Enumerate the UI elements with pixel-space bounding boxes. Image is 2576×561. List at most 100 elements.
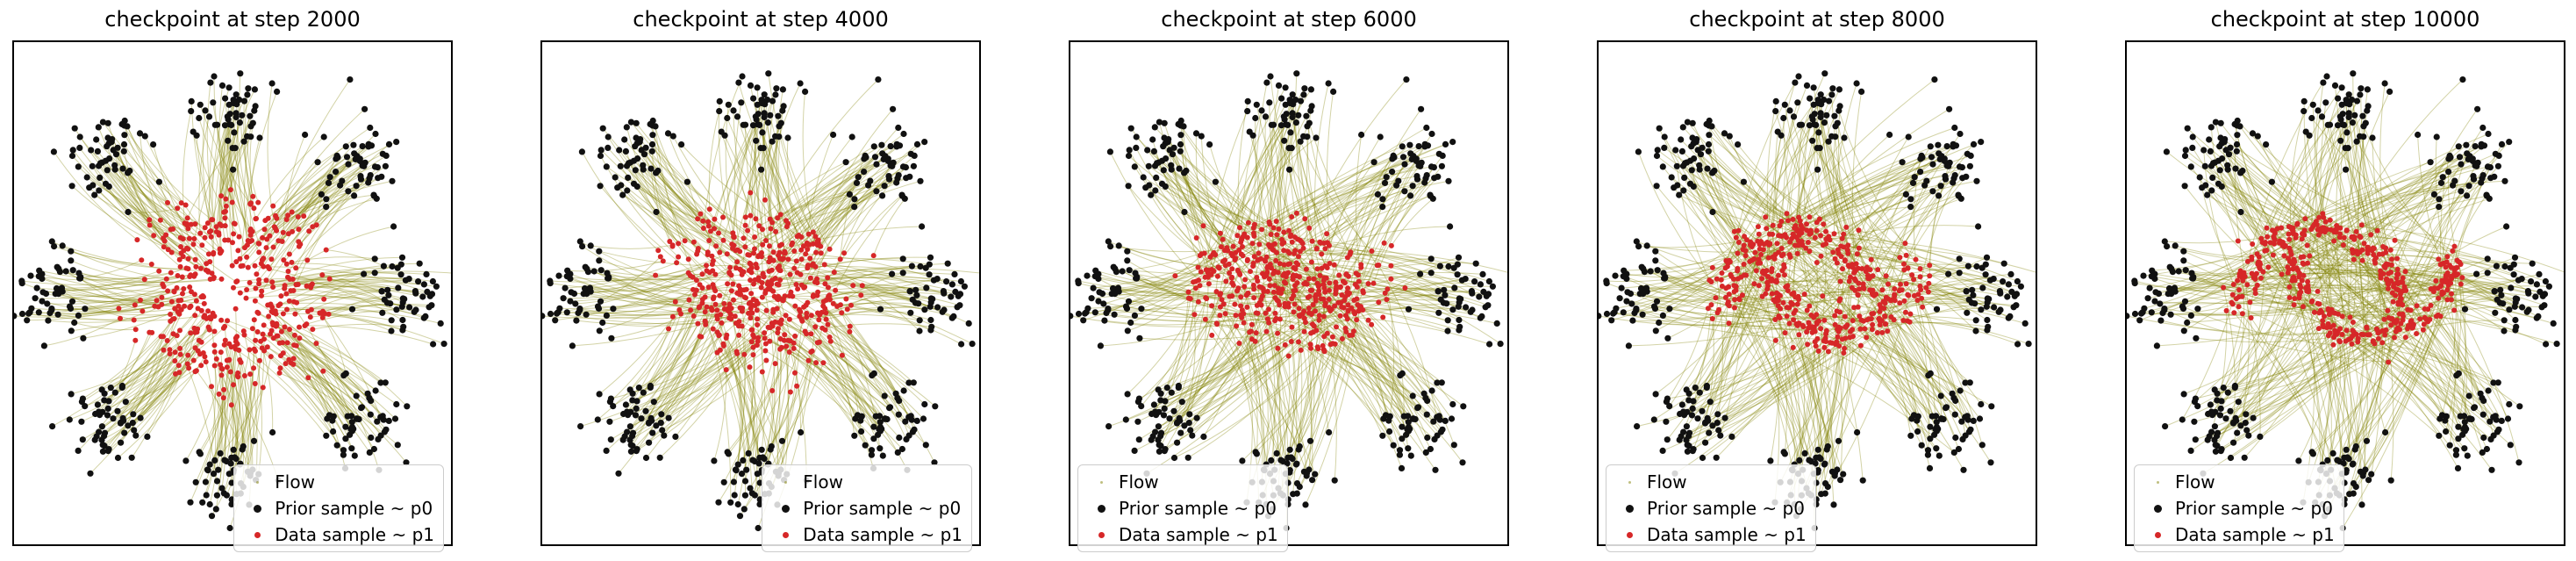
- flow-trajectory: [612, 275, 691, 310]
- data-sample-point: [168, 227, 174, 233]
- flow-trajectory: [240, 91, 278, 267]
- data-sample-point: [713, 243, 719, 249]
- data-sample-point: [164, 338, 170, 343]
- prior-sample-point: [1306, 437, 1314, 444]
- data-sample-point: [1242, 277, 1249, 283]
- prior-sample-point: [870, 435, 877, 442]
- flow-trajectory: [1833, 251, 2000, 294]
- prior-sample-point: [1115, 242, 1122, 249]
- flow-trajectory: [238, 141, 397, 251]
- flow-trajectory: [1284, 306, 1460, 331]
- prior-sample-point: [656, 454, 663, 461]
- flow-trajectory: [1921, 279, 1991, 308]
- prior-sample-point: [1721, 414, 1728, 421]
- prior-sample-point: [1184, 454, 1191, 461]
- prior-sample-point: [210, 99, 217, 106]
- prior-sample-point: [18, 310, 26, 318]
- data-sample-point: [305, 375, 311, 381]
- data-sample-point: [157, 217, 163, 223]
- flow-trajectory: [754, 94, 765, 219]
- flow-trajectory: [726, 118, 805, 247]
- data-sample-point: [1342, 298, 1348, 304]
- data-sample-point: [265, 263, 271, 270]
- prior-sample-point: [1814, 99, 1821, 107]
- flow-trajectory: [686, 182, 741, 290]
- data-sample-point: [1238, 303, 1244, 309]
- flow-trajectory: [1233, 104, 1286, 247]
- prior-sample-point: [1377, 133, 1384, 140]
- data-sample-point: [225, 318, 231, 324]
- data-sample-point: [1388, 276, 1394, 282]
- flow-trajectory: [1273, 156, 1395, 228]
- flow-trajectory: [1363, 307, 1439, 313]
- data-sample-point: [762, 341, 769, 347]
- data-sample-point: [721, 306, 727, 312]
- flow-trajectory: [1614, 312, 1800, 327]
- prior-sample-point: [542, 313, 546, 320]
- prior-sample-point: [247, 112, 254, 119]
- flow-trajectory: [286, 293, 425, 319]
- flow-trajectory: [1675, 149, 1735, 233]
- prior-sample-point: [1485, 277, 1492, 285]
- prior-sample-point: [354, 415, 361, 422]
- prior-sample-point: [1135, 436, 1142, 443]
- data-sample-point: [1241, 320, 1247, 326]
- prior-sample-point: [58, 284, 66, 291]
- data-sample-point: [1338, 284, 1343, 290]
- flow-trajectory: [158, 182, 207, 271]
- prior-sample-point: [78, 418, 85, 425]
- prior-sample-point: [1413, 173, 1420, 180]
- flow-trajectory: [233, 283, 423, 298]
- flow-trajectory: [767, 122, 792, 246]
- flow-trajectory: [1182, 306, 1342, 403]
- prior-sample-point: [1936, 452, 1943, 459]
- flow-trajectory: [652, 144, 752, 269]
- flow-trajectory: [782, 176, 911, 260]
- flow-trajectory: [1323, 175, 1428, 317]
- data-sample-point: [1227, 293, 1233, 299]
- flow-trajectory: [311, 285, 383, 292]
- prior-sample-point: [110, 415, 117, 422]
- prior-sample-point: [351, 452, 358, 459]
- prior-sample-point: [1415, 143, 1422, 150]
- prior-sample-point: [907, 150, 914, 157]
- flow-trajectory: [297, 165, 365, 218]
- prior-sample-point: [1634, 423, 1641, 430]
- flow-trajectory: [1349, 334, 1408, 417]
- data-sample-point: [712, 226, 718, 232]
- data-sample-point: [752, 234, 758, 240]
- prior-sample-point: [1688, 143, 1695, 150]
- flow-trajectory: [762, 274, 947, 284]
- data-sample-point: [1204, 296, 1210, 302]
- data-sample-point: [691, 313, 697, 319]
- prior-sample-point: [647, 382, 654, 390]
- data-sample-point: [1857, 326, 1864, 332]
- flow-trajectory: [1734, 307, 1812, 462]
- flow-trajectory: [768, 327, 858, 416]
- data-sample-point: [1839, 235, 1845, 241]
- prior-sample-point: [1379, 196, 1386, 203]
- flow-trajectory: [1150, 194, 1201, 256]
- flow-trajectory: [82, 318, 175, 399]
- prior-sample-point: [367, 172, 374, 179]
- prior-sample-point: [1825, 138, 1832, 145]
- data-sample-point: [700, 218, 706, 224]
- flow-trajectory: [1705, 318, 1714, 423]
- prior-sample-point: [1422, 449, 1429, 456]
- data-sample-point: [1236, 341, 1242, 346]
- prior-sample-point: [1688, 412, 1696, 419]
- flow-trajectory: [1819, 156, 1932, 219]
- data-sample-point: [1302, 216, 1308, 222]
- data-sample-point: [692, 291, 698, 298]
- data-sample-point: [814, 276, 819, 282]
- prior-sample-point: [104, 143, 111, 150]
- prior-sample-point: [927, 327, 934, 334]
- prior-sample-point: [862, 442, 869, 449]
- prior-sample-point: [1795, 73, 1802, 80]
- data-sample-point: [176, 311, 182, 317]
- prior-sample-point: [1409, 183, 1416, 190]
- data-sample-point: [1214, 321, 1220, 327]
- flow-trajectory: [1158, 333, 1278, 391]
- data-sample-point: [1233, 313, 1239, 319]
- data-sample-point: [747, 364, 753, 370]
